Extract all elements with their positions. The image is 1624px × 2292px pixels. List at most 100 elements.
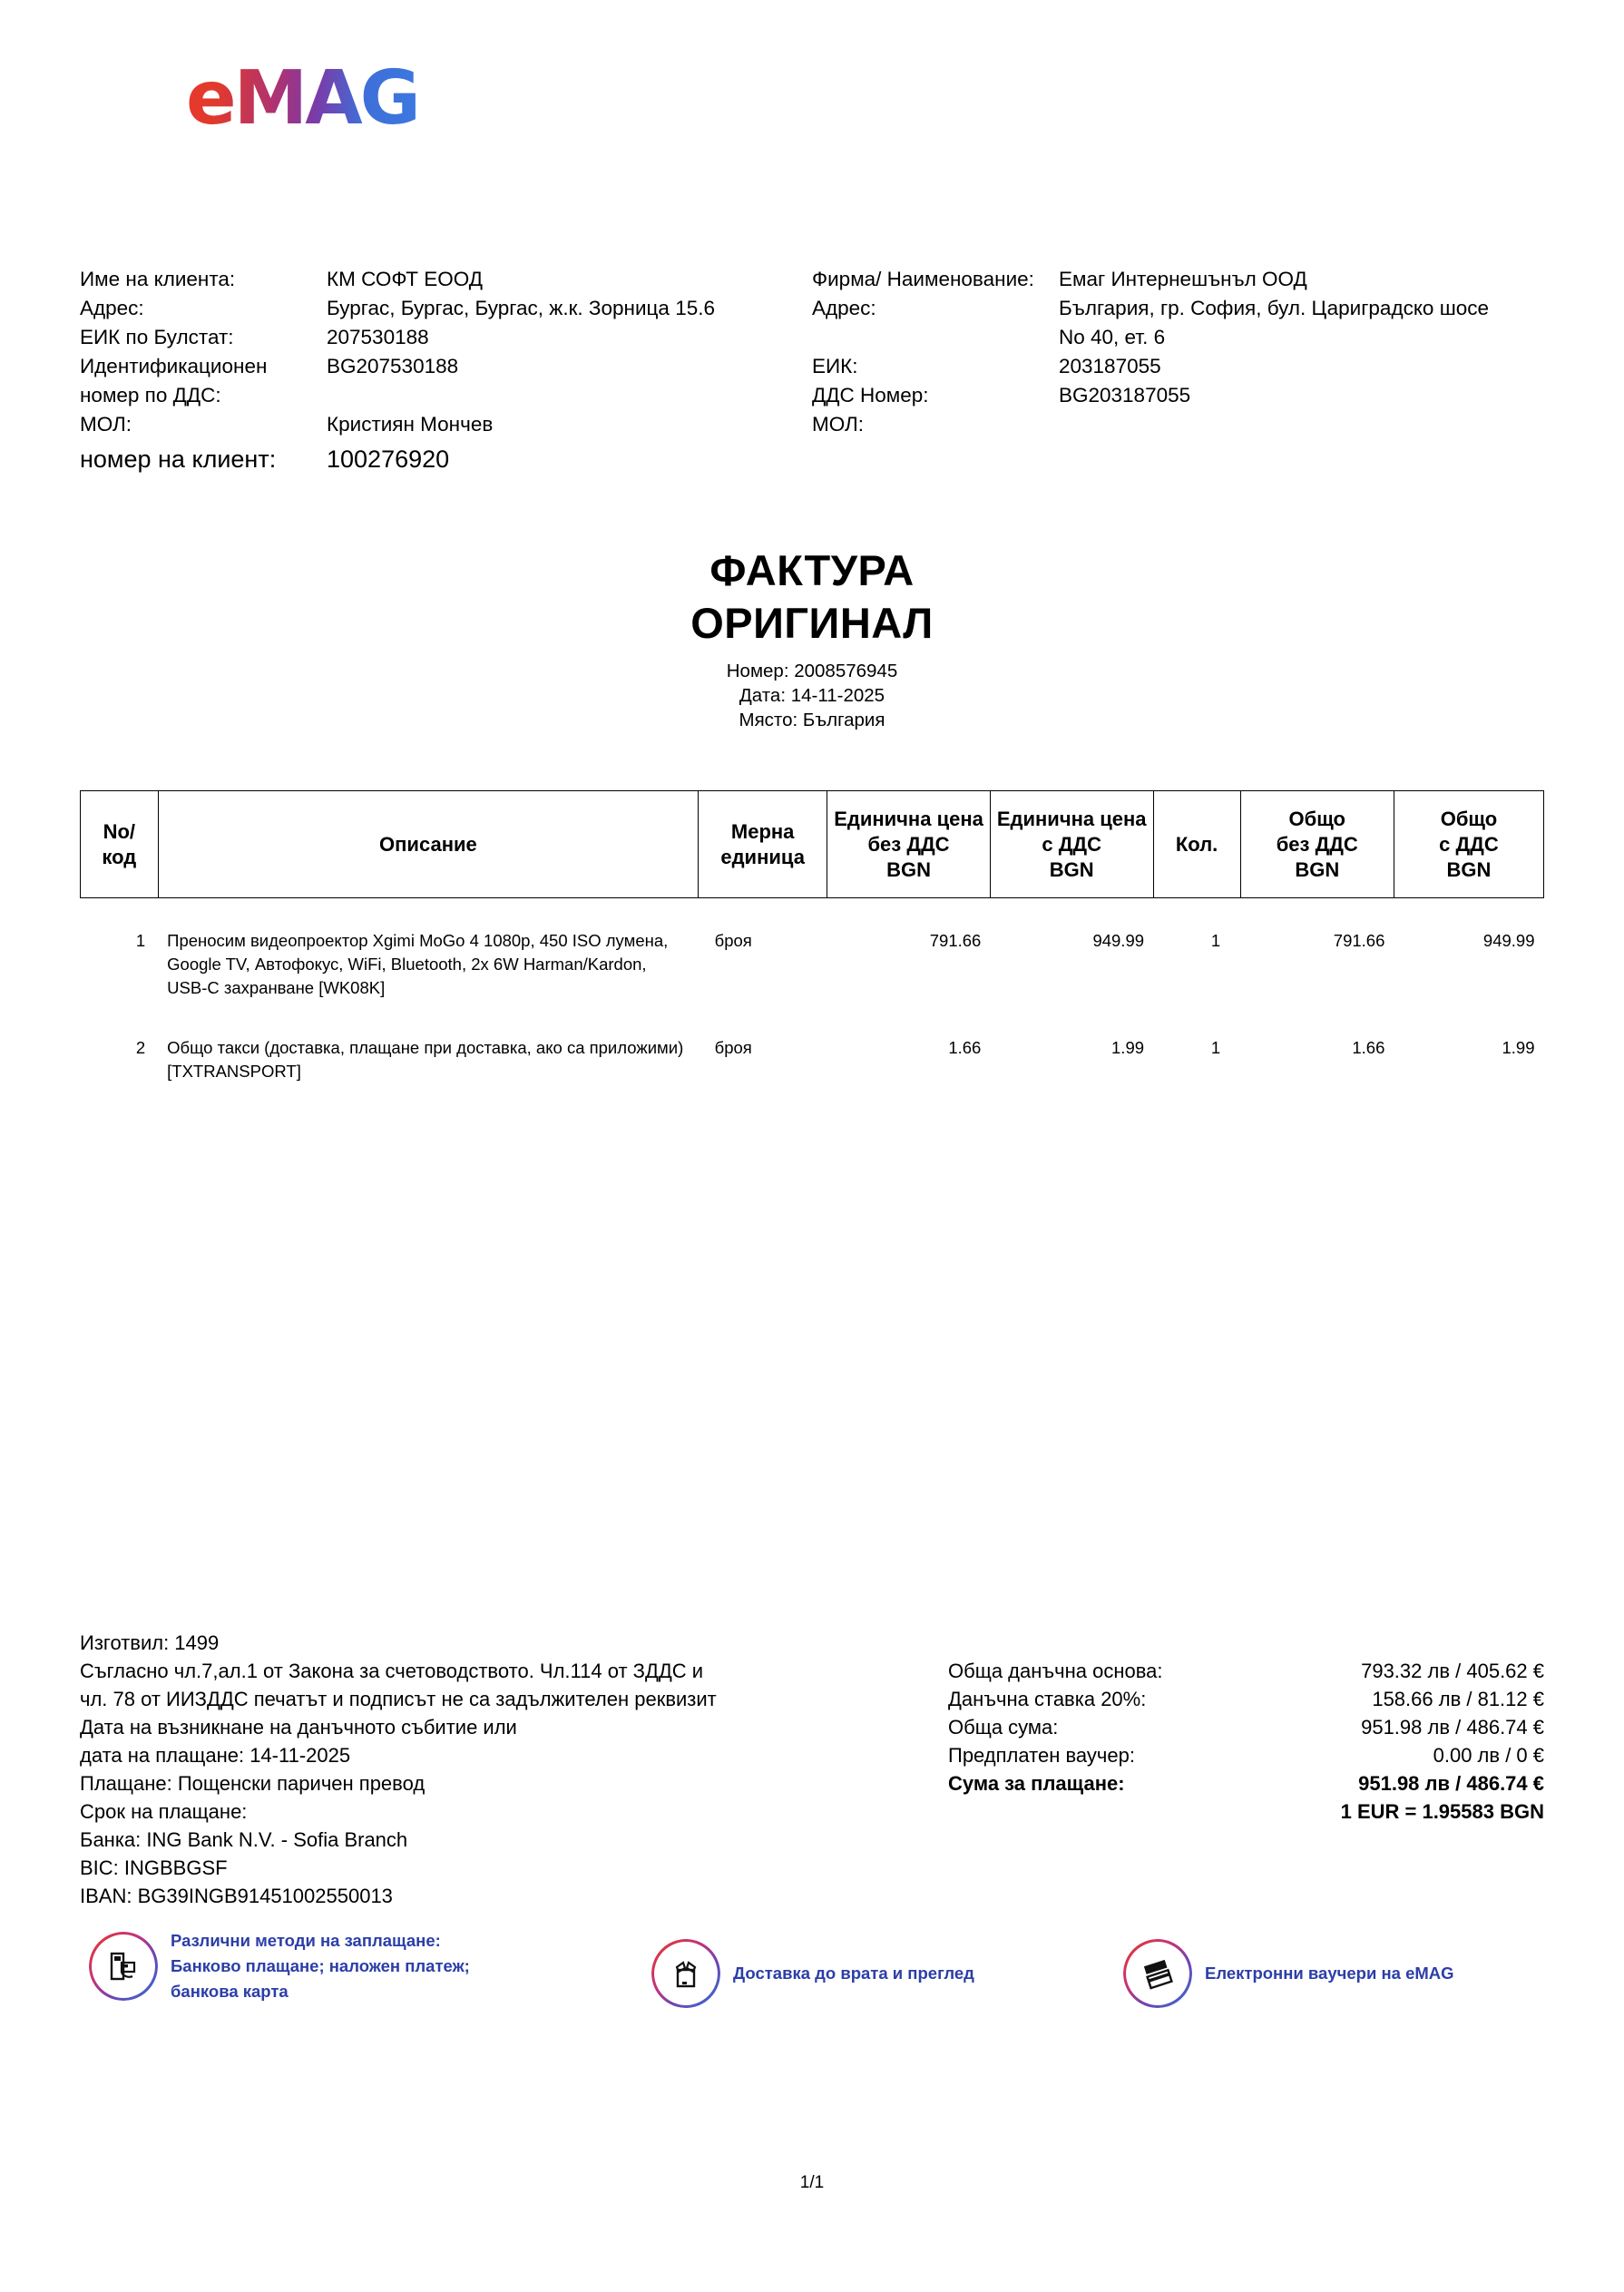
row-total-no-vat: 791.66 — [1333, 930, 1385, 950]
badge-delivery-label: Доставка до врата и преглед — [733, 1961, 974, 1986]
customer-name-label: Име на клиента: — [80, 268, 236, 290]
header-total-no-vat-line2: без ДДС — [1276, 832, 1358, 856]
seller-eik-row: ЕИК: 203187055 — [812, 352, 1556, 381]
seller-vat-value: BG203187055 — [1059, 384, 1191, 406]
badge-circle — [89, 1932, 158, 2001]
emag-logo-text: eMAG — [186, 55, 421, 142]
table-header-row: No/код Описание Мерна единица Единична ц… — [80, 790, 1545, 898]
seller-company-label: Фирма/ Наименование: — [812, 268, 1034, 290]
header-quantity: Кол. — [1152, 790, 1241, 898]
customer-eik-row: ЕИК по Булстат: 207530188 — [80, 323, 806, 352]
bank-name: Банка: ING Bank N.V. - Sofia Branch — [80, 1828, 408, 1851]
seller-eik-label: ЕИК: — [812, 355, 858, 377]
invoice-items-table: No/код Описание Мерна единица Единична ц… — [80, 790, 1545, 1083]
total-sum-value: 951.98 лв / 486.74 € — [1361, 1716, 1544, 1739]
table-spacer-row — [81, 898, 1544, 929]
header-price-with-vat-currency: BGN — [1049, 857, 1094, 881]
pos-terminal-icon — [89, 1932, 158, 2001]
customer-vat-row: Идентификационен BG207530188 — [80, 352, 806, 381]
row-unit: броя — [714, 1037, 752, 1057]
row-description: Преносим видеопроектор Xgimi MoGo 4 1080… — [167, 930, 669, 997]
header-price-with-vat: Единична цена с ДДС BGN — [989, 790, 1154, 898]
total-voucher-value: 0.00 лв / 0 € — [1433, 1744, 1544, 1767]
invoice-title-block: ФАКТУРА ОРИГИНАЛ Номер: 2008576945 Дата:… — [0, 544, 1624, 732]
total-vat-label: Данъчна ставка 20%: — [948, 1688, 1147, 1710]
seller-details: Фирма/ Наименование: Емаг Интернешънъл О… — [812, 265, 1556, 439]
total-sum-row: Обща сума: 951.98 лв / 486.74 € — [948, 1713, 1544, 1741]
row-total-with-vat: 1.99 — [1502, 1037, 1535, 1057]
header-total-with-vat-line1: Общо — [1440, 807, 1498, 830]
payment-due: Срок на плащане: — [80, 1800, 248, 1823]
header-total-with-vat-line2: с ДДС — [1439, 832, 1499, 856]
legal-note-line2: чл. 78 от ИИЗДДС печатът и подписът не с… — [80, 1688, 717, 1710]
table-row: 1 Преносим видеопроектор Xgimi MoGo 4 10… — [81, 929, 1544, 1000]
header-unit-line2: единица — [720, 845, 805, 868]
seller-address-label: Адрес: — [812, 297, 876, 319]
seller-vat-row: ДДС Номер: BG203187055 — [812, 381, 1556, 410]
header-price-no-vat-currency: BGN — [886, 857, 931, 881]
header-total-with-vat: Общо с ДДС BGN — [1393, 790, 1545, 898]
customer-mol-value: Кристиян Мончев — [327, 413, 494, 436]
customer-address-row: Адрес: Бургас, Бургас, Бургас, ж.к. Зорн… — [80, 294, 806, 323]
seller-address-row: Адрес: България, гр. София, бул. Царигра… — [812, 294, 1556, 323]
emag-logo: eMAG — [186, 55, 421, 142]
badge-circle — [651, 1939, 720, 2008]
seller-address-row2: No 40, ет. 6 — [812, 323, 1556, 352]
header-price-no-vat-line1: Единична цена — [834, 807, 983, 830]
header-price-with-vat-line1: Единична цена — [996, 807, 1147, 830]
seller-address-value-line1: България, гр. София, бул. Цариградско шо… — [1059, 297, 1490, 319]
row-price-with-vat: 949.99 — [1092, 930, 1145, 950]
table-row: 2 Общо такси (доставка, плащане при дост… — [81, 1036, 1544, 1083]
voucher-cards-icon — [1123, 1939, 1192, 2008]
total-vat-row: Данъчна ставка 20%: 158.66 лв / 81.12 € — [948, 1685, 1544, 1713]
badge-payment-methods-line3: банкова карта — [171, 1982, 289, 2001]
badge-vouchers-label: Електронни ваучери на eMAG — [1205, 1961, 1454, 1986]
customer-number-value: 100276920 — [327, 446, 450, 473]
row-no: 2 — [135, 1037, 146, 1057]
total-voucher-row: Предплатен ваучер: 0.00 лв / 0 € — [948, 1741, 1544, 1769]
badge-vouchers: Електронни ваучери на eMAG — [1123, 1939, 1454, 2008]
customer-vat-value: BG207530188 — [327, 355, 459, 377]
seller-mol-label: МОЛ: — [812, 413, 865, 436]
header-unit-line1: Мерна — [730, 819, 795, 843]
header-total-no-vat-line1: Общо — [1288, 807, 1345, 830]
seller-eik-value: 203187055 — [1059, 355, 1161, 377]
totals-summary: Обща данъчна основа: 793.32 лв / 405.62 … — [948, 1657, 1544, 1826]
header-price-no-vat: Единична цена без ДДС BGN — [827, 790, 991, 898]
legal-note-line1: Съгласно чл.7,ал.1 от Закона за счетовод… — [80, 1660, 704, 1682]
total-due-label: Сума за плащане: — [948, 1772, 1125, 1795]
badge-vouchers-line1: Електронни ваучери на eMAG — [1205, 1964, 1454, 1983]
seller-vat-label: ДДС Номер: — [812, 384, 929, 406]
customer-vat-label-row2: номер по ДДС: — [80, 381, 806, 410]
payment-method: Плащане: Пощенски паричен превод — [80, 1772, 426, 1795]
badge-payment-methods-label: Различни методи на заплащане: Банково пл… — [171, 1928, 470, 2004]
bank-bic: BIC: INGBBGSF — [80, 1856, 228, 1879]
customer-name-row: Име на клиента: КМ СОФТ ЕООД — [80, 265, 806, 294]
tax-event-line2: дата на плащане: 14-11-2025 — [80, 1744, 351, 1767]
invoice-title-line1: ФАКТУРА — [709, 546, 915, 594]
badge-circle — [1123, 1939, 1192, 2008]
customer-vat-label-line2: номер по ДДС: — [80, 384, 221, 406]
customer-details: Име на клиента: КМ СОФТ ЕООД Адрес: Бург… — [80, 265, 806, 477]
header-total-with-vat-currency: BGN — [1446, 857, 1492, 881]
footer-badges: Различни методи на заплащане: Банково пл… — [80, 1928, 1544, 2064]
tax-event-line1: Дата на възникнане на данъчното събитие … — [80, 1716, 517, 1739]
total-base-label: Обща данъчна основа: — [948, 1660, 1163, 1682]
total-vat-value: 158.66 лв / 81.12 € — [1372, 1688, 1544, 1710]
row-price-with-vat: 1.99 — [1111, 1037, 1145, 1057]
row-quantity: 1 — [1210, 1037, 1221, 1057]
row-quantity: 1 — [1210, 930, 1221, 950]
customer-number-row: номер на клиент: 100276920 — [80, 441, 806, 477]
open-box-icon — [651, 1939, 720, 2008]
invoice-meta: Номер: 2008576945 Дата: 14-11-2025 Място… — [0, 659, 1624, 732]
customer-vat-label-line1: Идентификационен — [80, 355, 268, 377]
total-due-row: Сума за плащане: 951.98 лв / 486.74 € — [948, 1769, 1544, 1797]
badge-payment-methods: Различни методи на заплащане: Банково пл… — [89, 1928, 470, 2004]
customer-eik-label: ЕИК по Булстат: — [80, 326, 234, 348]
exchange-rate: 1 EUR = 1.95583 BGN — [1340, 1800, 1544, 1823]
customer-address-label: Адрес: — [80, 297, 144, 319]
header-no: No/код — [80, 790, 159, 898]
header-price-no-vat-line2: без ДДС — [867, 832, 950, 856]
invoice-number: Номер: 2008576945 — [726, 661, 898, 681]
